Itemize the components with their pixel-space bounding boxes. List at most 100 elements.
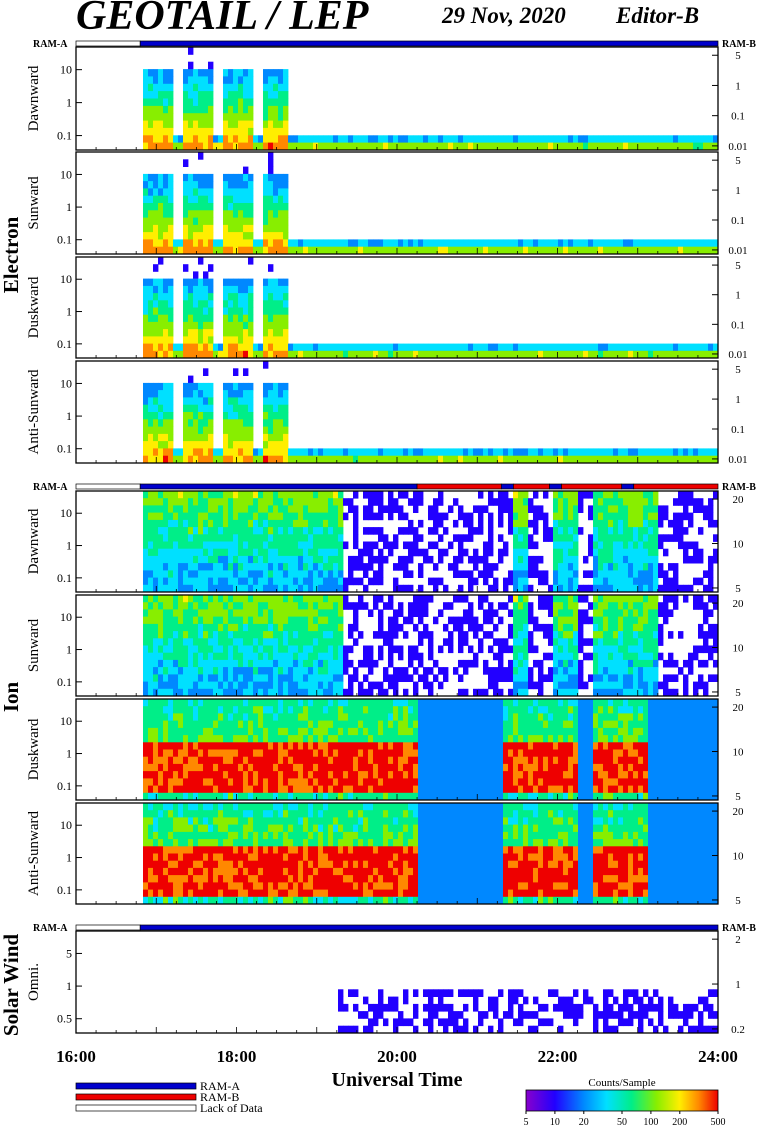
spectro-cell [243, 771, 249, 779]
spectro-cell [458, 645, 464, 654]
spectro-cell [608, 541, 614, 550]
ion-spectro-2 [143, 699, 719, 801]
spectro-cell [183, 203, 189, 211]
spectro-cell [278, 232, 284, 240]
spectro-cell [348, 498, 354, 506]
spectro-cell [648, 584, 654, 593]
spectro-cell [163, 350, 169, 359]
spectro-cell [518, 527, 524, 535]
spectro-cell [323, 563, 329, 571]
spectro-cell [183, 659, 189, 668]
spectro-cell [143, 512, 149, 521]
spectro-cell [678, 448, 684, 457]
spectro-cell [248, 239, 254, 248]
spectro-cell [278, 595, 284, 603]
spectro-cell [383, 631, 389, 639]
spectro-cell [338, 638, 344, 646]
spectro-cell [588, 584, 594, 593]
spectro-cell [183, 512, 189, 521]
spectro-cell [443, 455, 449, 464]
spectro-cell [593, 623, 599, 632]
spectro-cell [323, 609, 329, 617]
spectro-cell [313, 785, 319, 794]
spectro-cell [453, 595, 459, 603]
spectro-cell [398, 505, 404, 513]
spectro-cell [393, 534, 399, 542]
spectro-cell [268, 595, 274, 603]
spectro-cell [148, 792, 154, 801]
spectro-cell [578, 505, 584, 513]
spectro-cell [238, 120, 244, 129]
spectro-cell [333, 491, 339, 499]
spectro-cell [338, 727, 344, 736]
spectro-cell [673, 602, 679, 610]
spectro-cell [143, 498, 149, 506]
spectro-cell [553, 563, 559, 571]
spectro-cell [473, 659, 479, 668]
spectro-cell [168, 210, 174, 218]
spectro-cell [248, 321, 254, 330]
spectro-cell [258, 343, 264, 352]
spectro-cell [268, 491, 274, 499]
spectro-cell [278, 210, 284, 218]
spectro-cell [288, 749, 294, 758]
spectro-cell [583, 652, 589, 661]
spectro-cell [428, 239, 434, 248]
spectro-cell [203, 390, 209, 398]
spectro-cell [458, 135, 464, 144]
spectro-cell [173, 727, 179, 736]
spectro-cell [158, 512, 164, 521]
spectro-cell [188, 336, 194, 344]
spectro-cell [518, 512, 524, 521]
spectro-cell [358, 555, 364, 564]
spectro-cell [483, 455, 489, 464]
spectro-cell [203, 555, 209, 564]
spectro-cell [678, 142, 684, 151]
spectro-cell [268, 98, 274, 107]
spectro-cell [358, 720, 364, 729]
spectro-cell [353, 563, 359, 571]
spectro-cell [583, 350, 589, 359]
spectro-cell [318, 638, 324, 646]
spectro-cell [193, 455, 199, 464]
spectro-cell [198, 505, 204, 513]
spectro-cell [228, 491, 234, 499]
spectro-cell [653, 142, 659, 151]
spectro-cell [168, 534, 174, 542]
spectro-cell [208, 433, 214, 442]
spectro-cell [273, 638, 279, 646]
spectro-cell [168, 785, 174, 794]
spectro-cell [158, 448, 164, 457]
spectro-cell [223, 343, 229, 352]
spectro-cell [433, 519, 439, 528]
spectro-cell [398, 448, 404, 457]
spectro-cell [673, 350, 679, 359]
spectro-cell [248, 498, 254, 506]
spectro-cell [253, 246, 259, 255]
spectro-cell [648, 541, 654, 550]
spectro-cell [243, 195, 249, 204]
spectro-cell [423, 455, 429, 464]
spectro-cell [278, 203, 284, 211]
spectro-cell [643, 623, 649, 632]
spectro-cell [173, 534, 179, 542]
spectro-cell [188, 232, 194, 240]
ion-spectro-0 [143, 491, 719, 593]
spectro-cell [273, 706, 279, 714]
spectro-cell [183, 727, 189, 736]
spectro-cell [203, 142, 209, 151]
spectro-cell [193, 577, 199, 586]
spectro-cell [563, 519, 569, 528]
spectro-cell [238, 563, 244, 571]
spectro-cell [188, 83, 194, 92]
spectro-cell [288, 541, 294, 550]
spectro-cell [523, 667, 529, 675]
spectro-cell [278, 638, 284, 646]
spectro-cell [618, 455, 624, 464]
spectro-cell [263, 203, 269, 211]
spectro-cell [288, 667, 294, 675]
spectro-cell [523, 135, 529, 144]
spectro-cell [198, 314, 204, 323]
spectro-cell [233, 749, 239, 758]
spectro-cell [518, 667, 524, 675]
